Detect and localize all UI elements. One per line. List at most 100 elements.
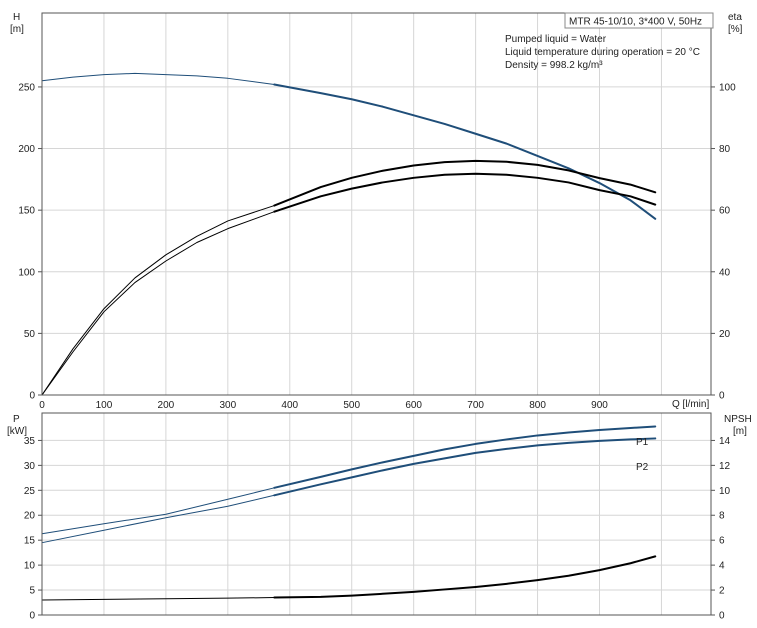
panel1-series-1-point (351, 477, 352, 478)
panel0-series-1-point (103, 308, 104, 309)
panel1-series-0-point (413, 455, 414, 456)
left-axis-tick-label: 250 (18, 82, 35, 93)
panel0-series-2-point (165, 260, 166, 261)
panel0-series-0-point (227, 78, 228, 79)
panel1-series-2-point (165, 598, 166, 599)
panel0-series-2-point (444, 174, 445, 175)
x-axis-tick-label: 700 (467, 400, 484, 411)
x-axis-tick-label: 900 (591, 400, 608, 411)
panel1-series-0-point (227, 499, 228, 500)
panel1-series-2-point (227, 598, 228, 599)
x-axis-tick-label: 800 (529, 400, 546, 411)
panel1-series-1-point (320, 484, 321, 485)
left-axis-tick-label: 200 (18, 144, 35, 155)
npsh-axis-unit: [m] (733, 426, 747, 437)
panel0-series-0-point (655, 218, 656, 219)
panel0-series-1-curve (41, 160, 656, 396)
panel1-series-0-point (599, 429, 600, 430)
x-axis-tick-label: 0 (39, 400, 45, 411)
panel0-series-1-point (655, 192, 656, 193)
panel1-series-0-point (320, 476, 321, 477)
panel0-series-2-point (568, 182, 569, 183)
panel0-series-2-point (630, 196, 631, 197)
right-axis-tick-label: 2 (719, 586, 725, 597)
right-axis-tick-label: 20 (719, 329, 731, 340)
left-axis-tick-label: 35 (24, 436, 36, 447)
panel1-series-0-point (655, 426, 656, 427)
panel0-series-0-curve (41, 72, 656, 220)
series-label-p2: P2 (636, 462, 649, 473)
panel0-series-2-point (655, 204, 656, 205)
left-axis-tick-label: 150 (18, 206, 35, 217)
left-axis-tick-label: 30 (24, 461, 36, 472)
panel0-series-0-point (444, 123, 445, 124)
panel1-series-1-point (444, 458, 445, 459)
panel0-series-2-point (134, 282, 135, 283)
panel0-series-1-point (506, 161, 507, 162)
left-axis-tick-label: 0 (29, 611, 35, 622)
left-axis-tick-label: 10 (24, 561, 36, 572)
panel0-series-2-point (320, 196, 321, 197)
panel1-series-1-point (413, 463, 414, 464)
panel0-series-2-point (475, 173, 476, 174)
info-box-frame (564, 12, 714, 29)
panel0-series-0-point (413, 115, 414, 116)
left-axis-tick-label: 15 (24, 536, 36, 547)
panel0-series-2-point (227, 228, 228, 229)
x-axis-tick-label: 300 (219, 400, 236, 411)
head-axis-unit: [m] (10, 24, 24, 35)
panel0-series-0-point (351, 99, 352, 100)
panel0-series-0-point (134, 73, 135, 74)
panel0-series-1-point (227, 220, 228, 221)
panel0-series-0-point (165, 74, 166, 75)
right-axis-tick-label: 40 (719, 267, 731, 278)
panel0-series-1-point (475, 160, 476, 161)
right-axis-tick-label: 6 (719, 536, 725, 547)
info-line-temperature: Liquid temperature during operation = 20… (505, 47, 700, 58)
panel1-series-1-point (382, 470, 383, 471)
power-axis-unit: [kW] (7, 426, 27, 437)
right-axis-tick-label: 10 (719, 486, 731, 497)
panel1-series-1-point (630, 439, 631, 440)
panel0-series-1-point (599, 178, 600, 179)
right-axis-tick-label: 12 (719, 461, 731, 472)
panel0-series-0-point (196, 75, 197, 76)
panel0-series-1-point (72, 348, 73, 349)
panel0-series-0-point (630, 200, 631, 201)
panel0-series-0-point (72, 76, 73, 77)
panel0-series-2-point (351, 188, 352, 189)
right-axis-tick-label: 60 (719, 206, 731, 217)
panel1-series-2-curve (41, 555, 656, 601)
panel0-series-2-point (413, 177, 414, 178)
panel0-series-0-point (274, 84, 275, 85)
right-axis-tick-label: 8 (719, 511, 725, 522)
top-plot-frame (41, 12, 712, 396)
panel1-series-2-operating-range (273, 555, 657, 599)
right-axis-tick-label: 14 (719, 436, 731, 447)
left-axis-tick-label: 50 (24, 329, 36, 340)
panel1-series-0-point (165, 514, 166, 515)
panel1-series-0-point (351, 469, 352, 470)
info-line-liquid: Pumped liquid = Water (505, 34, 607, 45)
grid-layer (42, 13, 711, 615)
x-axis-tick-label: 200 (158, 400, 175, 411)
panel1-series-0-point (475, 443, 476, 444)
panel1-series-2-point (568, 575, 569, 576)
panel1-series-1-point (475, 452, 476, 453)
panel1-series-2-point (444, 589, 445, 590)
panel1-series-1-point (274, 495, 275, 496)
info-line-density: Density = 998.2 kg/m³ (505, 60, 603, 71)
panel1-series-2-point (103, 599, 104, 600)
left-axis-tick-label: 20 (24, 511, 36, 522)
panel1-series-2-point (382, 593, 383, 594)
panel0-series-0-point (103, 74, 104, 75)
x-axis-tick-label: 400 (281, 400, 298, 411)
right-axis-tick-label: 100 (719, 82, 736, 93)
right-axis-tick-label: 0 (719, 611, 725, 622)
panel1-series-0-point (568, 432, 569, 433)
panel0-series-0-operating-range (273, 83, 657, 220)
panel1-series-2-point (506, 583, 507, 584)
panel0-series-1-point (537, 164, 538, 165)
panel0-series-1-point (444, 162, 445, 163)
